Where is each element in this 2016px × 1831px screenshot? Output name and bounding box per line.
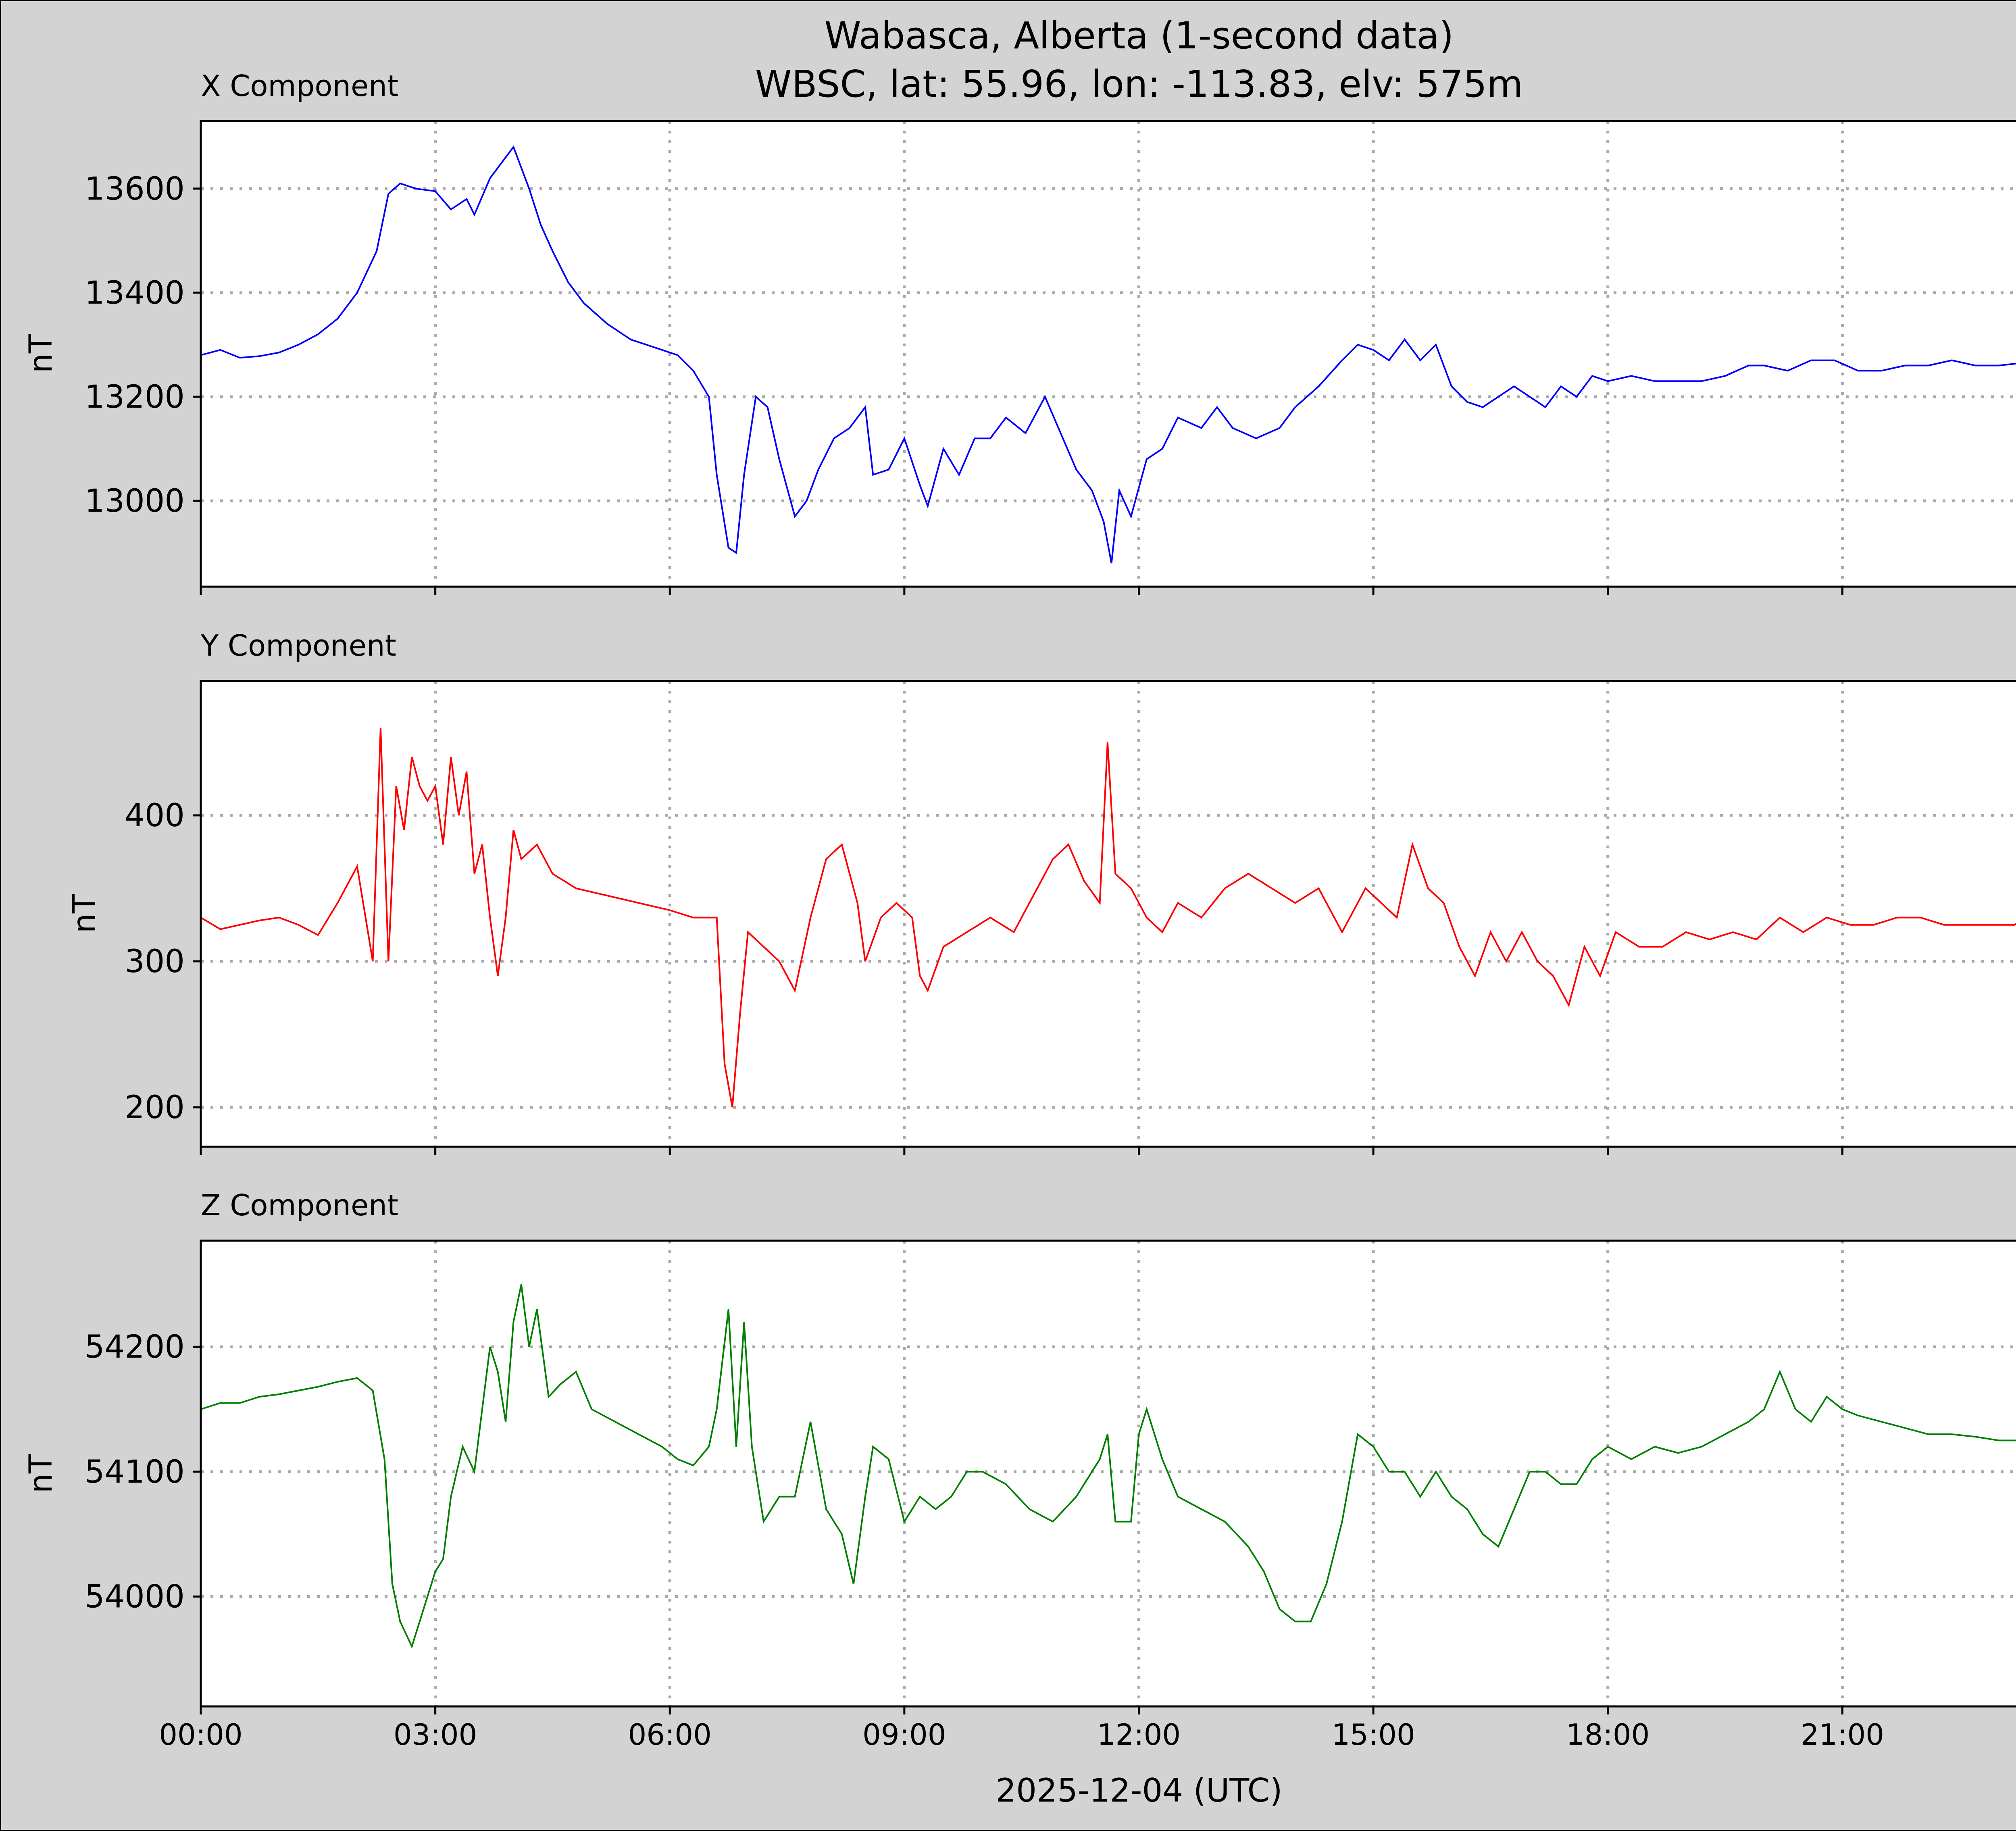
x-axis-label: 2025-12-04 (UTC) xyxy=(996,1772,1282,1809)
x-tick-label: 18:00 xyxy=(1566,1718,1650,1752)
y-ticks: 54000 54100 54200 xyxy=(85,1329,201,1615)
plot-frame xyxy=(200,680,2016,1148)
x-component-panel: X Component 13000 13200 13400 13600 nT xyxy=(23,69,2016,595)
x-tick-label: 09:00 xyxy=(862,1718,946,1752)
x-tick-label: 06:00 xyxy=(628,1718,712,1752)
y-component-series-line xyxy=(200,727,2016,1108)
panel-title: Y Component xyxy=(200,629,396,662)
x-component-series-line xyxy=(200,145,2016,564)
y-tick-label: 400 xyxy=(125,798,185,834)
y-component-panel: Y Component 200 300 400 nT xyxy=(67,629,2016,1155)
x-tick-label: 03:00 xyxy=(394,1718,477,1752)
grid-lines xyxy=(201,121,2016,587)
plot-frame xyxy=(200,120,2016,588)
y-ticks: 13000 13200 13400 13600 xyxy=(85,171,201,519)
y-tick-label: 300 xyxy=(125,944,185,980)
y-ticks: 200 300 400 xyxy=(125,798,201,1126)
x-ticks xyxy=(200,587,1843,595)
panel-title: X Component xyxy=(201,69,398,103)
plot-area xyxy=(201,1241,2016,1706)
x-tick-label: 12:00 xyxy=(1097,1718,1181,1752)
y-tick-label: 54200 xyxy=(85,1329,185,1365)
y-tick-label: 54000 xyxy=(85,1579,185,1615)
y-tick-label: 200 xyxy=(125,1089,185,1126)
y-axis-label: nT xyxy=(23,334,59,373)
y-axis-label: nT xyxy=(67,894,103,933)
y-tick-label: 13200 xyxy=(85,379,185,415)
x-tick-label: 15:00 xyxy=(1331,1718,1415,1752)
x-tick-label: 21:00 xyxy=(1801,1718,1885,1752)
y-tick-label: 54100 xyxy=(85,1454,185,1490)
y-tick-label: 13000 xyxy=(85,483,185,519)
grid-lines xyxy=(201,681,2016,1147)
y-tick-label: 13400 xyxy=(85,275,185,311)
x-ticks: 00:00 03:00 06:00 09:00 12:00 15:00 18:00 21:00 xyxy=(159,1706,1884,1752)
figure-title-line1: Wabasca, Alberta (1-second data) xyxy=(825,14,1454,57)
figure-title-line2: WBSC, lat: 55.96, lon: -113.83, elv: 575… xyxy=(755,62,1523,106)
z-component-panel: Z Component 54000 54100 54200 00:00 03:00 06… xyxy=(23,1188,2016,1752)
x-tick-label: 00:00 xyxy=(159,1718,243,1752)
grid-lines xyxy=(201,1241,2016,1706)
y-axis-label: nT xyxy=(23,1454,59,1493)
z-component-series-line xyxy=(200,1284,2016,1649)
panel-title: Z Component xyxy=(201,1188,398,1222)
plot-area xyxy=(201,121,2016,587)
plot-frame xyxy=(200,1239,2016,1708)
y-tick-label: 13600 xyxy=(85,171,185,207)
x-ticks xyxy=(200,1147,1843,1155)
